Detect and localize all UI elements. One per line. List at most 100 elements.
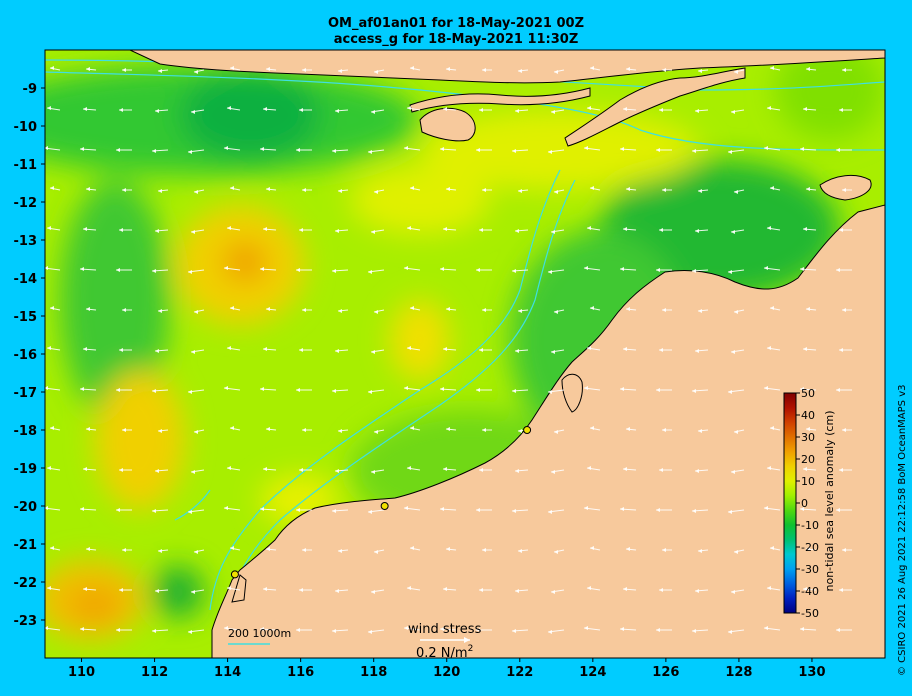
station-markers (230, 426, 532, 579)
colorbar-tick-label: -10 (801, 519, 819, 532)
wind-arrow-head (230, 306, 234, 310)
wind-arrow-head (518, 309, 522, 313)
wind-arrow-head (443, 467, 447, 471)
wind-arrow-head (152, 389, 156, 393)
lon-tick-label: 116 (287, 665, 314, 680)
wind-arrow-head (800, 147, 804, 151)
colorbar-title: non-tidal sea level anomaly (cm) (823, 410, 836, 592)
wind-arrow-head (626, 547, 630, 551)
wind-arrow-head (404, 626, 408, 630)
wind-arrow-head (482, 548, 486, 552)
wind-arrow-head (626, 427, 630, 431)
wind-arrow-head (83, 107, 87, 111)
wind-arrow-head (440, 627, 444, 631)
wind-arrow-head (335, 349, 339, 353)
wind-arrow-head (662, 308, 666, 312)
lon-tick-label: 114 (214, 665, 241, 680)
wind-arrow-head (119, 348, 123, 352)
wind-arrow-head (839, 348, 843, 352)
wind-arrow-head (86, 187, 90, 191)
wind-arrow-head (836, 628, 840, 632)
wind-arrow-head (266, 547, 270, 551)
wind-arrow-head (515, 589, 519, 593)
wind-arrow-head (83, 347, 87, 351)
wind-arrow-head (767, 586, 771, 590)
wind-arrow-head (626, 307, 630, 311)
wind-arrow-head (410, 426, 414, 430)
wind-scale-value: 0.2 N/m (416, 646, 468, 661)
wind-arrow-head (731, 350, 735, 354)
wind-arrow-head (698, 549, 702, 553)
wind-arrow-head (515, 109, 519, 113)
wind-arrow-head (764, 146, 768, 150)
wind-arrow-head (440, 507, 444, 511)
wind-arrow-head (659, 228, 663, 232)
wind-arrow-head (188, 630, 192, 634)
wind-arrow-head (404, 146, 408, 150)
wind-arrow-head (371, 470, 375, 474)
wind-arrow-head (659, 468, 663, 472)
wind-stress-arrows (45, 66, 852, 634)
wind-arrow-head (158, 69, 162, 73)
wind-arrow-head (191, 230, 195, 234)
wind-arrow-head (698, 189, 702, 193)
wind-arrow-head (443, 227, 447, 231)
wind-arrow-head (263, 347, 267, 351)
wind-arrow-head (410, 306, 414, 310)
wind-arrow-head (590, 306, 594, 310)
wind-arrow-head (194, 70, 198, 74)
wind-arrow-head (158, 189, 162, 193)
wind-arrow-head (731, 110, 735, 114)
wind-arrow-head (332, 269, 336, 273)
wind-arrow-head (263, 227, 267, 231)
lon-tick-label: 122 (506, 665, 533, 680)
lon-tick-label: 120 (433, 665, 460, 680)
wind-arrow-head (260, 507, 264, 511)
wind-arrow-head (338, 309, 342, 313)
wind-arrow-head (116, 508, 120, 512)
wind-arrow-head (518, 549, 522, 553)
wind-arrow-head (227, 466, 231, 470)
wind-arrow-head (554, 190, 558, 194)
lat-tick-label: -17 (14, 386, 38, 401)
wind-arrow-head (515, 229, 519, 233)
wind-stress-title: wind stress (408, 622, 482, 637)
wind-arrow-head (512, 509, 516, 513)
wind-arrow-head (155, 109, 159, 113)
wind-arrow-head (587, 106, 591, 110)
wind-arrow-head (698, 69, 702, 73)
wind-arrow-head (302, 308, 306, 312)
wind-arrow-head (728, 390, 732, 394)
lat-tick-label: -13 (14, 234, 38, 249)
wind-arrow-head (512, 629, 516, 633)
wind-arrow-head (842, 548, 846, 552)
wind-arrow-head (296, 148, 300, 152)
wind-arrow-head (332, 389, 336, 393)
wind-arrow-head (806, 67, 810, 71)
wind-arrow-head (191, 470, 195, 474)
wind-arrow-head (407, 106, 411, 110)
wind-arrow-head (728, 630, 732, 634)
wind-arrow-head (371, 590, 375, 594)
lat-tick-label: -21 (14, 538, 38, 553)
colorbar-tick-label: 10 (801, 475, 815, 488)
colorbar-tick-label: -40 (801, 585, 819, 598)
wind-arrow-head (446, 307, 450, 311)
wind-arrow-head (623, 347, 627, 351)
wind-arrow-head (728, 510, 732, 514)
wind-arrow-head (734, 310, 738, 314)
colorbar-tick-label: 50 (801, 387, 815, 400)
wind-arrow-head (698, 309, 702, 313)
wind-arrow-head (734, 550, 738, 554)
wind-arrow-head (332, 149, 336, 153)
wind-arrow-head (407, 466, 411, 470)
wind-arrow-head (800, 387, 804, 391)
lon-tick-label: 110 (68, 665, 95, 680)
lat-tick-label: -15 (14, 310, 38, 325)
lat-tick-label: -19 (14, 462, 38, 477)
wind-arrow-head (263, 107, 267, 111)
wind-arrow-head (764, 266, 768, 270)
wind-arrow-head (662, 428, 666, 432)
wind-arrow-head (371, 230, 375, 234)
